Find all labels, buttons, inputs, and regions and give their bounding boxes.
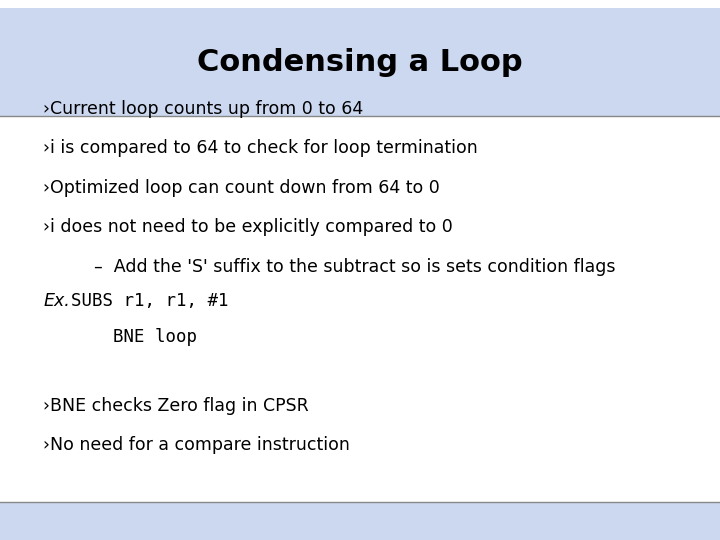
Text: ›i is compared to 64 to check for loop termination: ›i is compared to 64 to check for loop t…	[43, 139, 478, 157]
Polygon shape	[0, 502, 720, 540]
Text: ›i does not need to be explicitly compared to 0: ›i does not need to be explicitly compar…	[43, 218, 453, 236]
Text: Ex.: Ex.	[43, 292, 70, 309]
Text: ›Current loop counts up from 0 to 64: ›Current loop counts up from 0 to 64	[43, 100, 364, 118]
Text: ›Optimized loop can count down from 64 to 0: ›Optimized loop can count down from 64 t…	[43, 179, 440, 197]
Text: BNE loop: BNE loop	[71, 328, 197, 346]
Polygon shape	[0, 8, 720, 116]
Text: Condensing a Loop: Condensing a Loop	[197, 48, 523, 77]
Text: –  Add the 'S' suffix to the subtract so is sets condition flags: – Add the 'S' suffix to the subtract so …	[94, 258, 615, 275]
Text: ›BNE checks Zero flag in CPSR: ›BNE checks Zero flag in CPSR	[43, 397, 309, 415]
Text: SUBS r1, r1, #1: SUBS r1, r1, #1	[71, 292, 228, 309]
Text: ›No need for a compare instruction: ›No need for a compare instruction	[43, 436, 350, 454]
